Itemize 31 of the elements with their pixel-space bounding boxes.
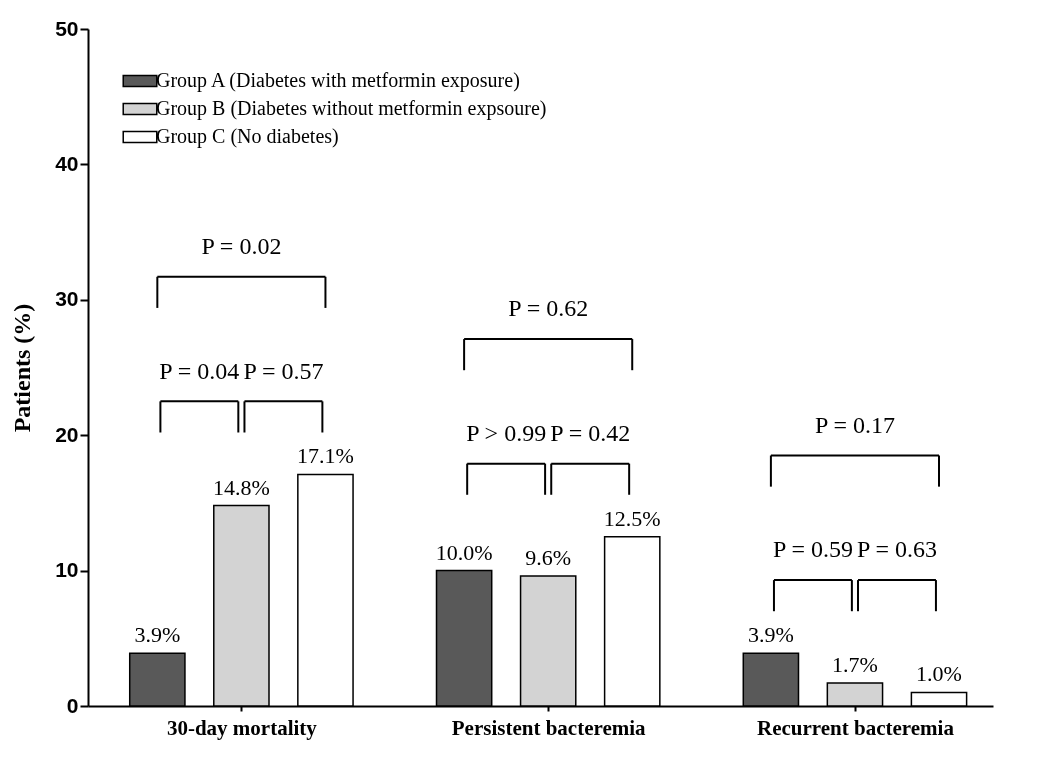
data-label: 3.9%: [134, 622, 181, 648]
x-tick-label: Recurrent bacteremia: [757, 715, 955, 740]
annotation: P = 0.63: [856, 536, 937, 563]
y-tick-label: 40: [55, 151, 79, 175]
legend-label: Group B (Diabetes without metformin expsoure): [156, 97, 547, 120]
annotation: P = 0.62: [508, 295, 589, 322]
data-label: 10.0%: [435, 539, 493, 565]
y-tick-label: 0: [66, 693, 79, 717]
x-tick-label: Persistent bacteremia: [451, 715, 647, 740]
data-label: 12.5%: [603, 505, 661, 531]
data-label: 17.1%: [297, 443, 354, 469]
y-tick-label: 30: [55, 287, 79, 311]
y-axis-title: Patients (%): [9, 303, 36, 433]
data-label: 3.9%: [747, 622, 794, 648]
legend-label: Group C (No diabetes): [156, 125, 339, 148]
data-label: 9.6%: [525, 545, 572, 571]
annotation: P = 0.59: [772, 536, 853, 563]
annotation: P = 0.02: [201, 233, 282, 260]
annotation: P = 0.04: [159, 357, 240, 384]
annotation: P = 0.57: [243, 357, 324, 384]
y-tick-label: 50: [55, 16, 79, 40]
data-label: 1.0%: [916, 661, 962, 687]
y-tick-label: 20: [55, 422, 79, 446]
data-label: 1.7%: [832, 651, 878, 677]
annotation: P > 0.99: [466, 420, 547, 447]
x-tick-label: 30-day mortality: [166, 715, 318, 740]
legend-label: Group A (Diabetes with metformin exposure): [156, 69, 520, 92]
annotation: P = 0.17: [814, 411, 895, 438]
annotation: P = 0.42: [550, 420, 631, 447]
y-tick-label: 10: [55, 558, 79, 582]
data-label: 14.8%: [212, 474, 270, 500]
